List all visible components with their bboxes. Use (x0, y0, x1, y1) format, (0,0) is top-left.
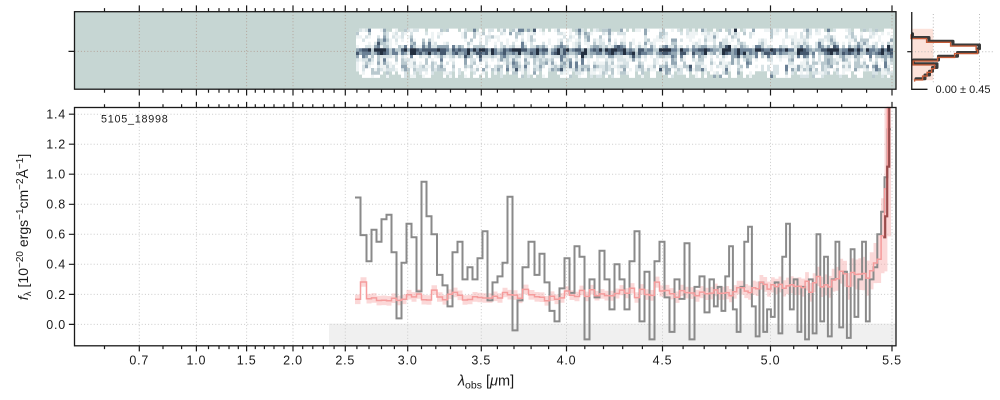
svg-text:1.4: 1.4 (46, 108, 66, 122)
svg-text:1.0: 1.0 (46, 168, 66, 182)
svg-text:λobs [μm]: λobs [μm] (457, 374, 514, 392)
svg-text:4.5: 4.5 (653, 354, 673, 368)
svg-text:2.0: 2.0 (283, 354, 303, 368)
svg-text:0.00 ± 0.45: 0.00 ± 0.45 (936, 84, 991, 96)
svg-text:5105_18998: 5105_18998 (101, 114, 169, 126)
svg-text:5.5: 5.5 (882, 354, 902, 368)
svg-text:0.6: 0.6 (46, 228, 66, 242)
svg-text:1.2: 1.2 (46, 138, 66, 152)
svg-text:0.8: 0.8 (46, 198, 66, 212)
svg-text:fλ [10−20 ergs−1cm−2Å−1]: fλ [10−20 ergs−1cm−2Å−1] (15, 154, 34, 300)
svg-text:0.0: 0.0 (46, 318, 66, 332)
svg-text:3.0: 3.0 (398, 354, 418, 368)
svg-text:1.0: 1.0 (187, 354, 207, 368)
svg-text:0.7: 0.7 (129, 354, 149, 368)
svg-text:4.0: 4.0 (557, 354, 577, 368)
svg-text:0.4: 0.4 (46, 258, 66, 272)
svg-text:2.5: 2.5 (335, 354, 355, 368)
svg-text:5.0: 5.0 (761, 354, 781, 368)
svg-text:3.5: 3.5 (471, 354, 491, 368)
svg-text:0.2: 0.2 (46, 288, 66, 302)
svg-text:1.5: 1.5 (237, 354, 257, 368)
